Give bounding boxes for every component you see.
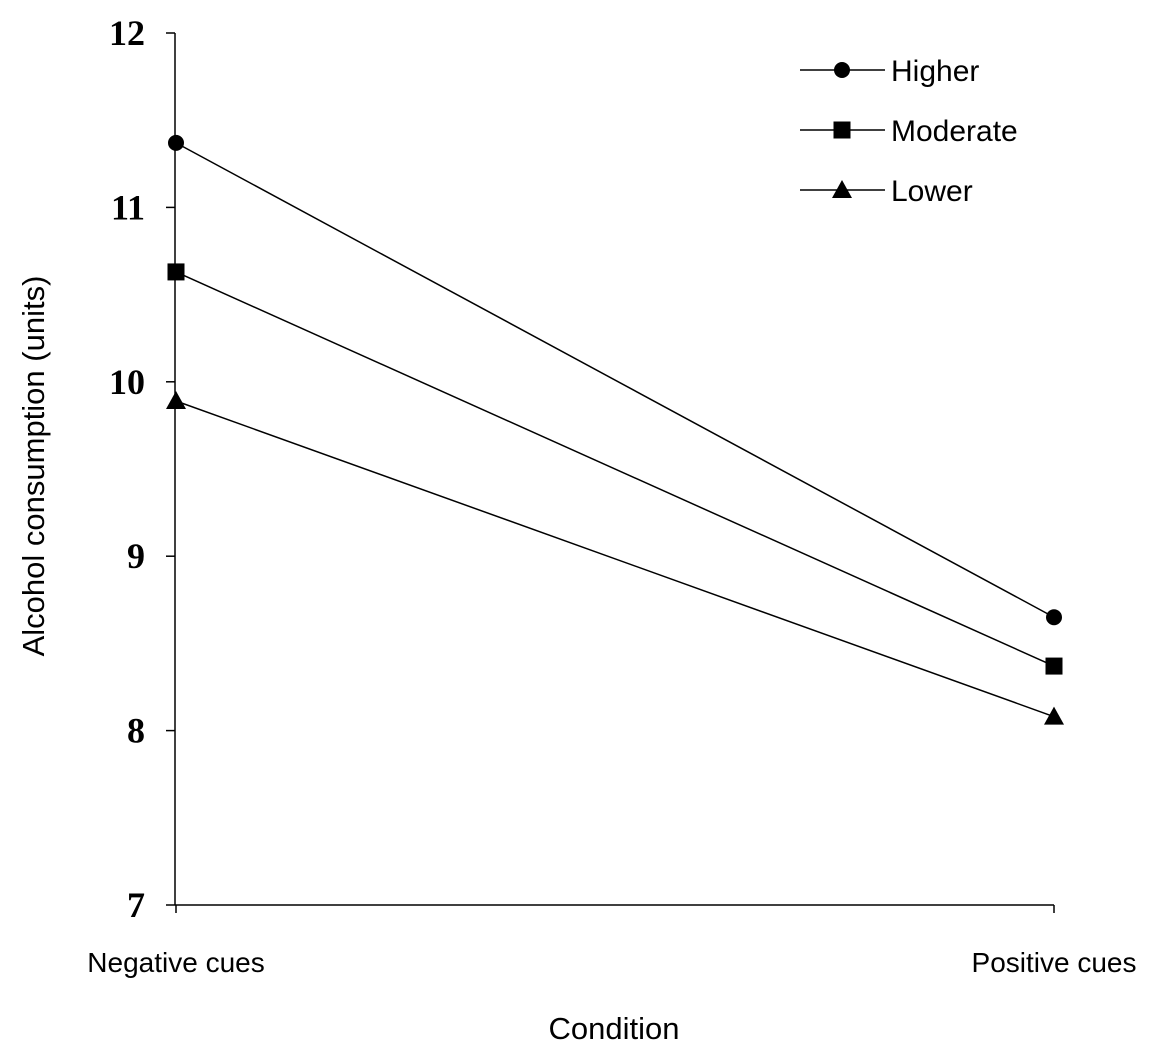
legend-label: Higher bbox=[891, 55, 979, 88]
y-tick-label: 11 bbox=[111, 187, 145, 227]
y-axis-title: Alcohol consumption (units) bbox=[16, 276, 51, 657]
series-line-higher bbox=[175, 142, 1055, 618]
y-tick-label: 12 bbox=[109, 13, 145, 53]
series-moderate bbox=[167, 263, 1063, 675]
legend-marker bbox=[833, 121, 851, 139]
x-axis-title: Condition bbox=[549, 1011, 680, 1044]
data-point-moderate bbox=[1045, 657, 1063, 675]
legend-label: Lower bbox=[891, 175, 973, 208]
x-axis: Negative cues Positive cues bbox=[87, 904, 1137, 978]
series-line-lower bbox=[175, 400, 1055, 718]
y-tick-label: 9 bbox=[127, 536, 145, 576]
data-point-higher bbox=[168, 134, 184, 151]
data-point-higher bbox=[1046, 609, 1062, 626]
series-lower bbox=[166, 390, 1064, 725]
series-layer bbox=[166, 134, 1064, 725]
legend-item-moderate: Moderate bbox=[800, 115, 1018, 148]
x-tick-label: Negative cues bbox=[87, 947, 264, 978]
legend: Higher Moderate Lower bbox=[800, 55, 1018, 208]
data-point-lower bbox=[166, 390, 186, 409]
y-axis: 7 8 9 10 11 12 bbox=[109, 13, 176, 925]
y-tick-label: 7 bbox=[127, 885, 145, 925]
x-tick-label: Positive cues bbox=[972, 947, 1137, 978]
series-higher bbox=[168, 134, 1062, 626]
legend-label: Moderate bbox=[891, 115, 1018, 148]
data-point-lower bbox=[1044, 706, 1064, 725]
data-point-moderate bbox=[167, 263, 185, 281]
legend-item-lower: Lower bbox=[800, 175, 973, 208]
series-line-moderate bbox=[175, 271, 1055, 667]
legend-marker bbox=[832, 180, 852, 198]
y-tick-label: 8 bbox=[127, 711, 145, 751]
y-tick-label: 10 bbox=[109, 362, 145, 402]
legend-marker bbox=[834, 62, 850, 78]
legend-item-higher: Higher bbox=[800, 55, 979, 88]
